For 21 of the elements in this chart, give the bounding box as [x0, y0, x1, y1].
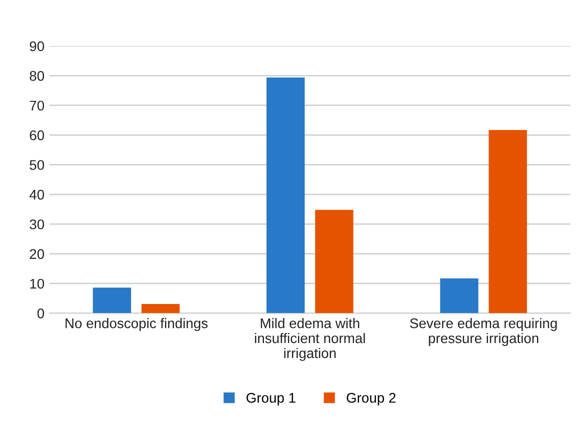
y-tick-label: 50	[30, 160, 44, 170]
legend-label: Group 1	[246, 392, 296, 406]
y-tick-label: 60	[30, 130, 44, 140]
x-tick-label: Severe edema requiring pressure irrigation	[410, 318, 557, 346]
y-tick-label: 30	[30, 219, 44, 230]
x-tick-label: No endoscopic findings	[66, 318, 208, 331]
y-tick-label: 10	[30, 278, 44, 289]
bar	[315, 210, 354, 314]
y-tick-label: 70	[30, 100, 44, 111]
bar	[440, 278, 478, 314]
bar	[488, 130, 527, 314]
bar	[266, 77, 305, 314]
bar	[92, 288, 132, 314]
legend-label: Group 2	[346, 392, 396, 406]
y-tick-label: 80	[30, 71, 44, 81]
bar	[141, 304, 180, 314]
x-tick-label: Mild edema with insufficient normal irrigation	[255, 318, 365, 361]
y-tick-label: 0	[37, 308, 44, 318]
y-tick-label: 90	[30, 41, 44, 52]
y-tick-label: 40	[29, 190, 44, 200]
y-tick-label: 20	[30, 249, 44, 259]
